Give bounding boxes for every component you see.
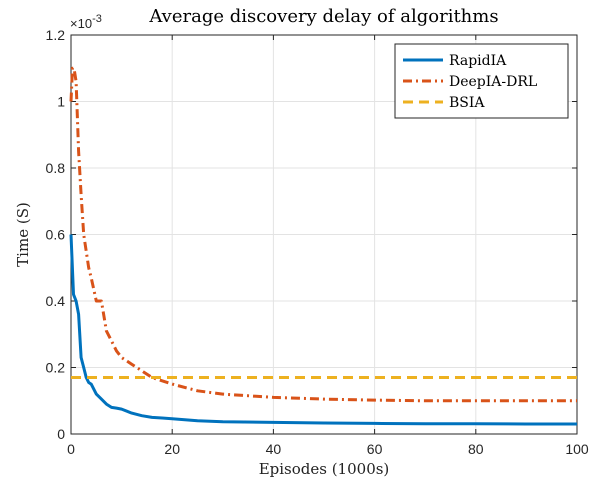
x-tick-label: 80 (468, 441, 484, 457)
x-tick-label: 20 (164, 441, 180, 457)
y-tick-label: 0.8 (46, 160, 66, 176)
y-axis-scale-factor: ×10-3 (70, 13, 102, 31)
legend-label: BSIA (449, 95, 485, 111)
series-line-deepia-drl (69, 66, 577, 403)
y-tick-label: 1.2 (46, 27, 66, 43)
y-tick-label: 0.4 (46, 293, 66, 309)
series-lines (69, 66, 577, 426)
x-tick-label: 40 (266, 441, 282, 457)
x-tick-label: 100 (565, 441, 589, 457)
legend: RapidIA DeepIA-DRL BSIA (394, 43, 569, 119)
y-tick-label: 1 (57, 94, 65, 110)
y-tick-label: 0.6 (46, 227, 66, 243)
x-tick-label: 60 (367, 441, 383, 457)
legend-label: DeepIA-DRL (449, 74, 537, 90)
legend-label: RapidIA (449, 53, 507, 69)
axis-ticks: 0 20 40 60 80 100 0 0.2 0.4 0.6 0.8 1 1.2 (46, 27, 589, 457)
y-axis-label: Time (S) (14, 202, 32, 267)
y-scale-base: ×10 (70, 16, 92, 31)
series-line-rapidia (69, 234, 577, 426)
y-tick-label: 0.2 (46, 360, 66, 376)
chart-title: Average discovery delay of algorithms (148, 6, 498, 27)
x-axis-label: Episodes (1000s) (259, 460, 390, 478)
y-scale-exponent: -3 (92, 13, 102, 25)
y-tick-label: 0 (57, 426, 65, 442)
x-tick-label: 0 (67, 441, 75, 457)
